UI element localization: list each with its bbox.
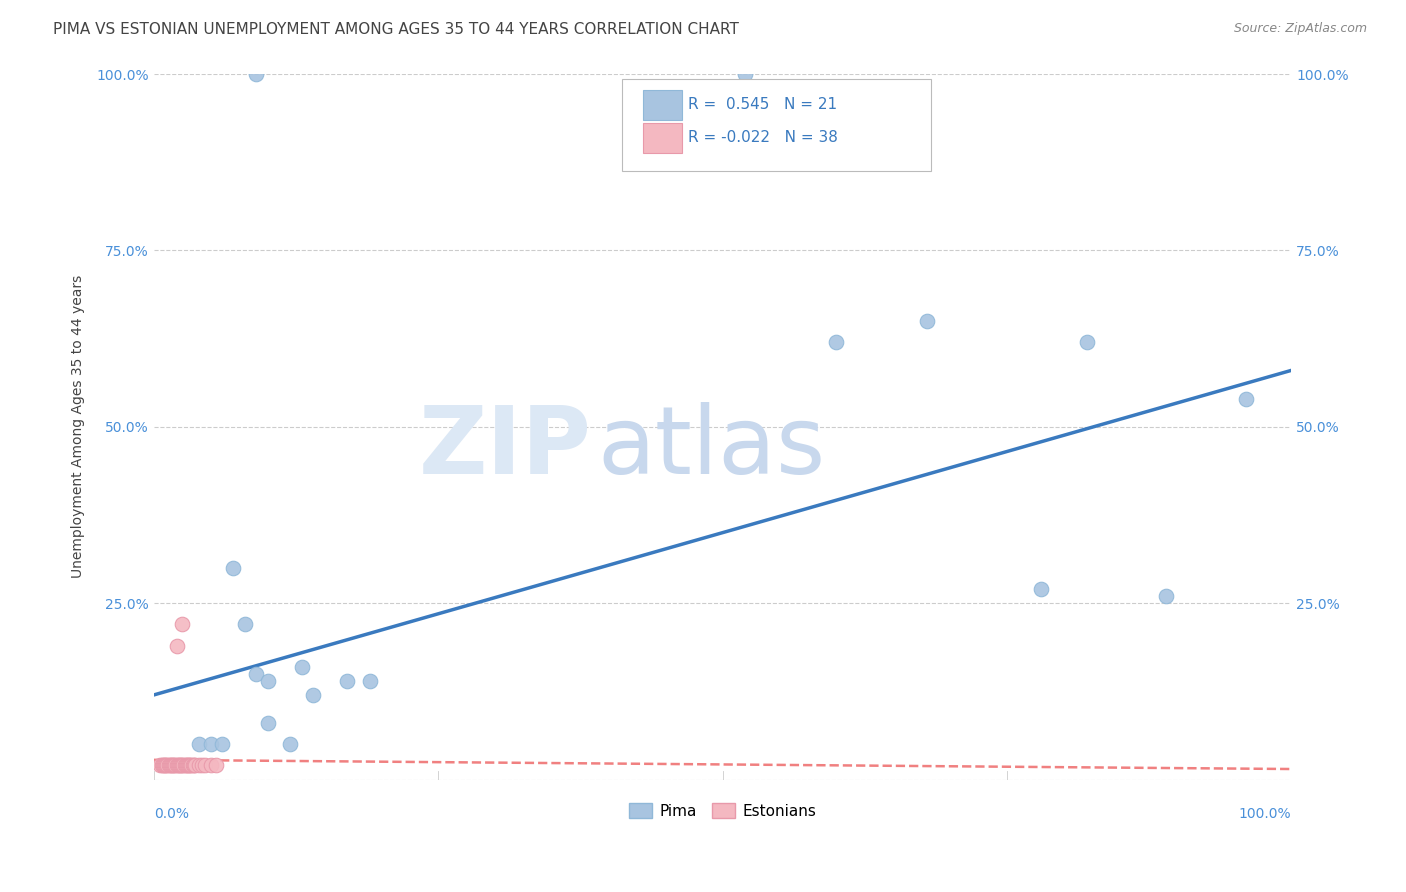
FancyBboxPatch shape — [643, 90, 682, 120]
Point — [336, 673, 359, 688]
Point — [166, 639, 188, 653]
Point — [160, 758, 183, 772]
Point — [734, 67, 756, 81]
Text: 0.0%: 0.0% — [153, 807, 188, 822]
Point — [177, 758, 200, 772]
Point — [172, 617, 194, 632]
Point — [150, 758, 173, 772]
Point — [245, 67, 267, 81]
Point — [190, 758, 212, 772]
Point — [172, 758, 194, 772]
Point — [245, 666, 267, 681]
Point — [152, 758, 174, 772]
Point — [162, 758, 184, 772]
Point — [159, 758, 181, 772]
Point — [172, 758, 194, 772]
Point — [256, 716, 278, 731]
Point — [188, 758, 211, 772]
Point — [166, 758, 188, 772]
Point — [176, 758, 198, 772]
Point — [278, 737, 301, 751]
Point — [173, 758, 195, 772]
Point — [163, 758, 186, 772]
Point — [222, 561, 245, 575]
Point — [177, 758, 200, 772]
Point — [179, 758, 201, 772]
Point — [155, 758, 177, 772]
Point — [157, 758, 180, 772]
Point — [153, 758, 176, 772]
Point — [181, 758, 204, 772]
Text: Source: ZipAtlas.com: Source: ZipAtlas.com — [1233, 22, 1367, 36]
Point — [165, 758, 187, 772]
Point — [256, 673, 278, 688]
Text: R =  0.545   N = 21: R = 0.545 N = 21 — [689, 97, 838, 112]
Point — [233, 617, 256, 632]
Point — [188, 737, 211, 751]
Text: PIMA VS ESTONIAN UNEMPLOYMENT AMONG AGES 35 TO 44 YEARS CORRELATION CHART: PIMA VS ESTONIAN UNEMPLOYMENT AMONG AGES… — [53, 22, 740, 37]
Text: 100.0%: 100.0% — [1239, 807, 1291, 822]
Point — [155, 758, 177, 772]
Point — [169, 758, 191, 772]
Point — [183, 758, 205, 772]
Legend: Pima, Estonians: Pima, Estonians — [623, 797, 823, 825]
Point — [291, 659, 314, 673]
Point — [1029, 582, 1052, 596]
FancyBboxPatch shape — [623, 79, 931, 171]
Point — [160, 758, 183, 772]
Point — [170, 758, 193, 772]
Point — [825, 335, 848, 350]
Point — [1076, 335, 1098, 350]
Text: atlas: atlas — [598, 402, 825, 494]
Point — [194, 758, 217, 772]
Point — [148, 758, 170, 772]
Point — [184, 758, 207, 772]
Point — [1154, 589, 1177, 603]
Point — [917, 314, 939, 328]
Point — [174, 758, 197, 772]
Point — [180, 758, 202, 772]
Point — [200, 737, 222, 751]
Y-axis label: Unemployment Among Ages 35 to 44 years: Unemployment Among Ages 35 to 44 years — [72, 276, 86, 578]
Point — [200, 758, 222, 772]
Point — [167, 758, 190, 772]
Point — [359, 673, 381, 688]
Text: R = -0.022   N = 38: R = -0.022 N = 38 — [689, 130, 838, 145]
FancyBboxPatch shape — [643, 123, 682, 153]
Point — [166, 758, 188, 772]
Point — [211, 737, 233, 751]
Point — [205, 758, 228, 772]
Point — [1234, 392, 1257, 406]
Text: ZIP: ZIP — [419, 402, 592, 494]
Point — [156, 758, 179, 772]
Point — [302, 688, 325, 702]
